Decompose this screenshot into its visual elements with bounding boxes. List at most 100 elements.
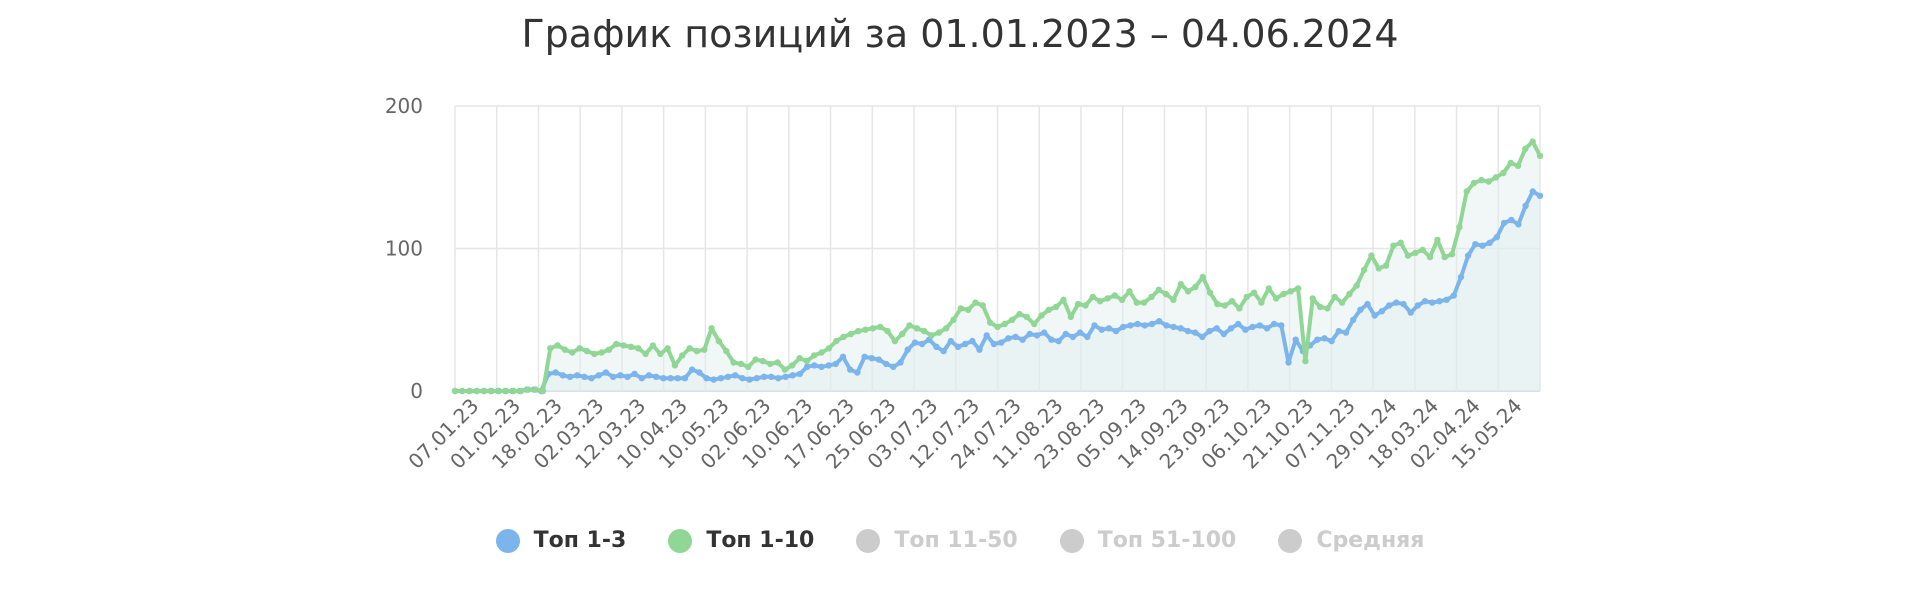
data-point xyxy=(803,363,811,370)
data-point xyxy=(660,375,667,382)
data-point xyxy=(1045,306,1053,313)
data-point xyxy=(679,352,686,359)
data-point xyxy=(965,306,972,313)
data-point xyxy=(664,345,671,352)
data-point xyxy=(1321,335,1328,342)
data-point xyxy=(789,362,796,369)
data-point xyxy=(1485,178,1492,185)
data-point xyxy=(1016,310,1023,318)
data-point xyxy=(1272,295,1280,302)
data-point xyxy=(1529,188,1537,195)
data-point xyxy=(1192,283,1199,291)
data-point xyxy=(696,369,703,376)
data-point xyxy=(1076,329,1084,336)
data-point xyxy=(1005,335,1012,342)
data-point xyxy=(1463,188,1470,195)
data-point xyxy=(1227,325,1235,332)
data-point xyxy=(569,349,576,356)
data-point xyxy=(1091,322,1098,329)
data-point xyxy=(1500,169,1507,177)
data-point xyxy=(877,323,884,331)
data-point xyxy=(1031,320,1038,328)
data-point xyxy=(1199,333,1206,341)
data-point xyxy=(1105,325,1113,332)
legend-marker-icon xyxy=(495,528,520,553)
data-point xyxy=(1443,296,1450,303)
data-point xyxy=(976,346,983,353)
data-point xyxy=(1278,322,1285,329)
data-point xyxy=(635,345,642,352)
data-point xyxy=(933,343,940,350)
data-point xyxy=(631,370,638,378)
data-point xyxy=(1479,242,1486,249)
data-point xyxy=(1098,326,1105,333)
data-point xyxy=(701,346,708,353)
data-point xyxy=(1140,299,1148,306)
data-point xyxy=(1023,313,1030,321)
data-point xyxy=(1342,329,1350,336)
data-point xyxy=(624,373,631,380)
legend-item-2[interactable]: Топ 11-50 xyxy=(856,528,1018,553)
data-point xyxy=(950,316,957,323)
data-point xyxy=(1529,138,1536,145)
data-point xyxy=(1316,303,1324,311)
data-point xyxy=(1400,300,1407,308)
grid-layer xyxy=(454,105,1541,392)
data-point xyxy=(1243,293,1251,301)
data-point xyxy=(620,342,627,349)
data-point xyxy=(1382,262,1390,269)
data-point xyxy=(882,360,890,368)
data-point xyxy=(1457,273,1465,281)
data-point xyxy=(1069,333,1077,341)
legend-item-3[interactable]: Топ 51-100 xyxy=(1059,528,1236,553)
legend-marker-icon xyxy=(856,528,881,553)
data-point xyxy=(983,332,990,339)
data-point xyxy=(703,375,710,382)
data-point xyxy=(994,323,1001,331)
data-point xyxy=(825,345,833,352)
data-point xyxy=(609,373,617,380)
data-point xyxy=(1294,285,1302,292)
data-point xyxy=(1184,288,1192,295)
data-point xyxy=(825,362,832,369)
data-point xyxy=(674,375,681,382)
data-point xyxy=(768,373,775,380)
data-point xyxy=(1133,299,1141,306)
data-point xyxy=(559,372,566,379)
data-point xyxy=(1309,295,1316,302)
legend-item-1[interactable]: Топ 1-10 xyxy=(668,528,814,553)
legend-item-0[interactable]: Топ 1-3 xyxy=(495,528,626,553)
data-point xyxy=(1162,290,1170,298)
data-point xyxy=(1170,296,1177,303)
data-point xyxy=(796,355,803,362)
data-point xyxy=(583,347,591,355)
data-point xyxy=(1009,316,1016,323)
data-point xyxy=(1041,329,1048,336)
legend-item-4[interactable]: Средняя xyxy=(1278,528,1424,553)
data-point xyxy=(954,343,962,350)
data-point xyxy=(1033,332,1041,339)
data-point xyxy=(613,340,620,348)
data-point xyxy=(847,330,855,338)
data-point xyxy=(818,363,825,370)
data-point xyxy=(710,376,717,383)
data-point xyxy=(884,327,891,335)
data-point xyxy=(1448,251,1456,258)
data-point xyxy=(649,342,657,349)
data-point xyxy=(1127,322,1134,329)
data-point xyxy=(746,376,753,383)
data-point xyxy=(566,373,574,380)
data-point xyxy=(517,387,525,395)
data-point xyxy=(1335,327,1343,335)
data-point xyxy=(1067,313,1075,321)
data-point xyxy=(1338,299,1346,306)
data-point xyxy=(576,345,583,352)
data-point xyxy=(1019,336,1026,343)
data-point xyxy=(921,327,928,335)
data-point xyxy=(627,343,635,350)
data-point xyxy=(525,386,532,393)
data-point xyxy=(1404,252,1412,259)
data-point xyxy=(481,387,488,395)
data-point xyxy=(1265,285,1273,292)
data-point xyxy=(1515,221,1522,228)
